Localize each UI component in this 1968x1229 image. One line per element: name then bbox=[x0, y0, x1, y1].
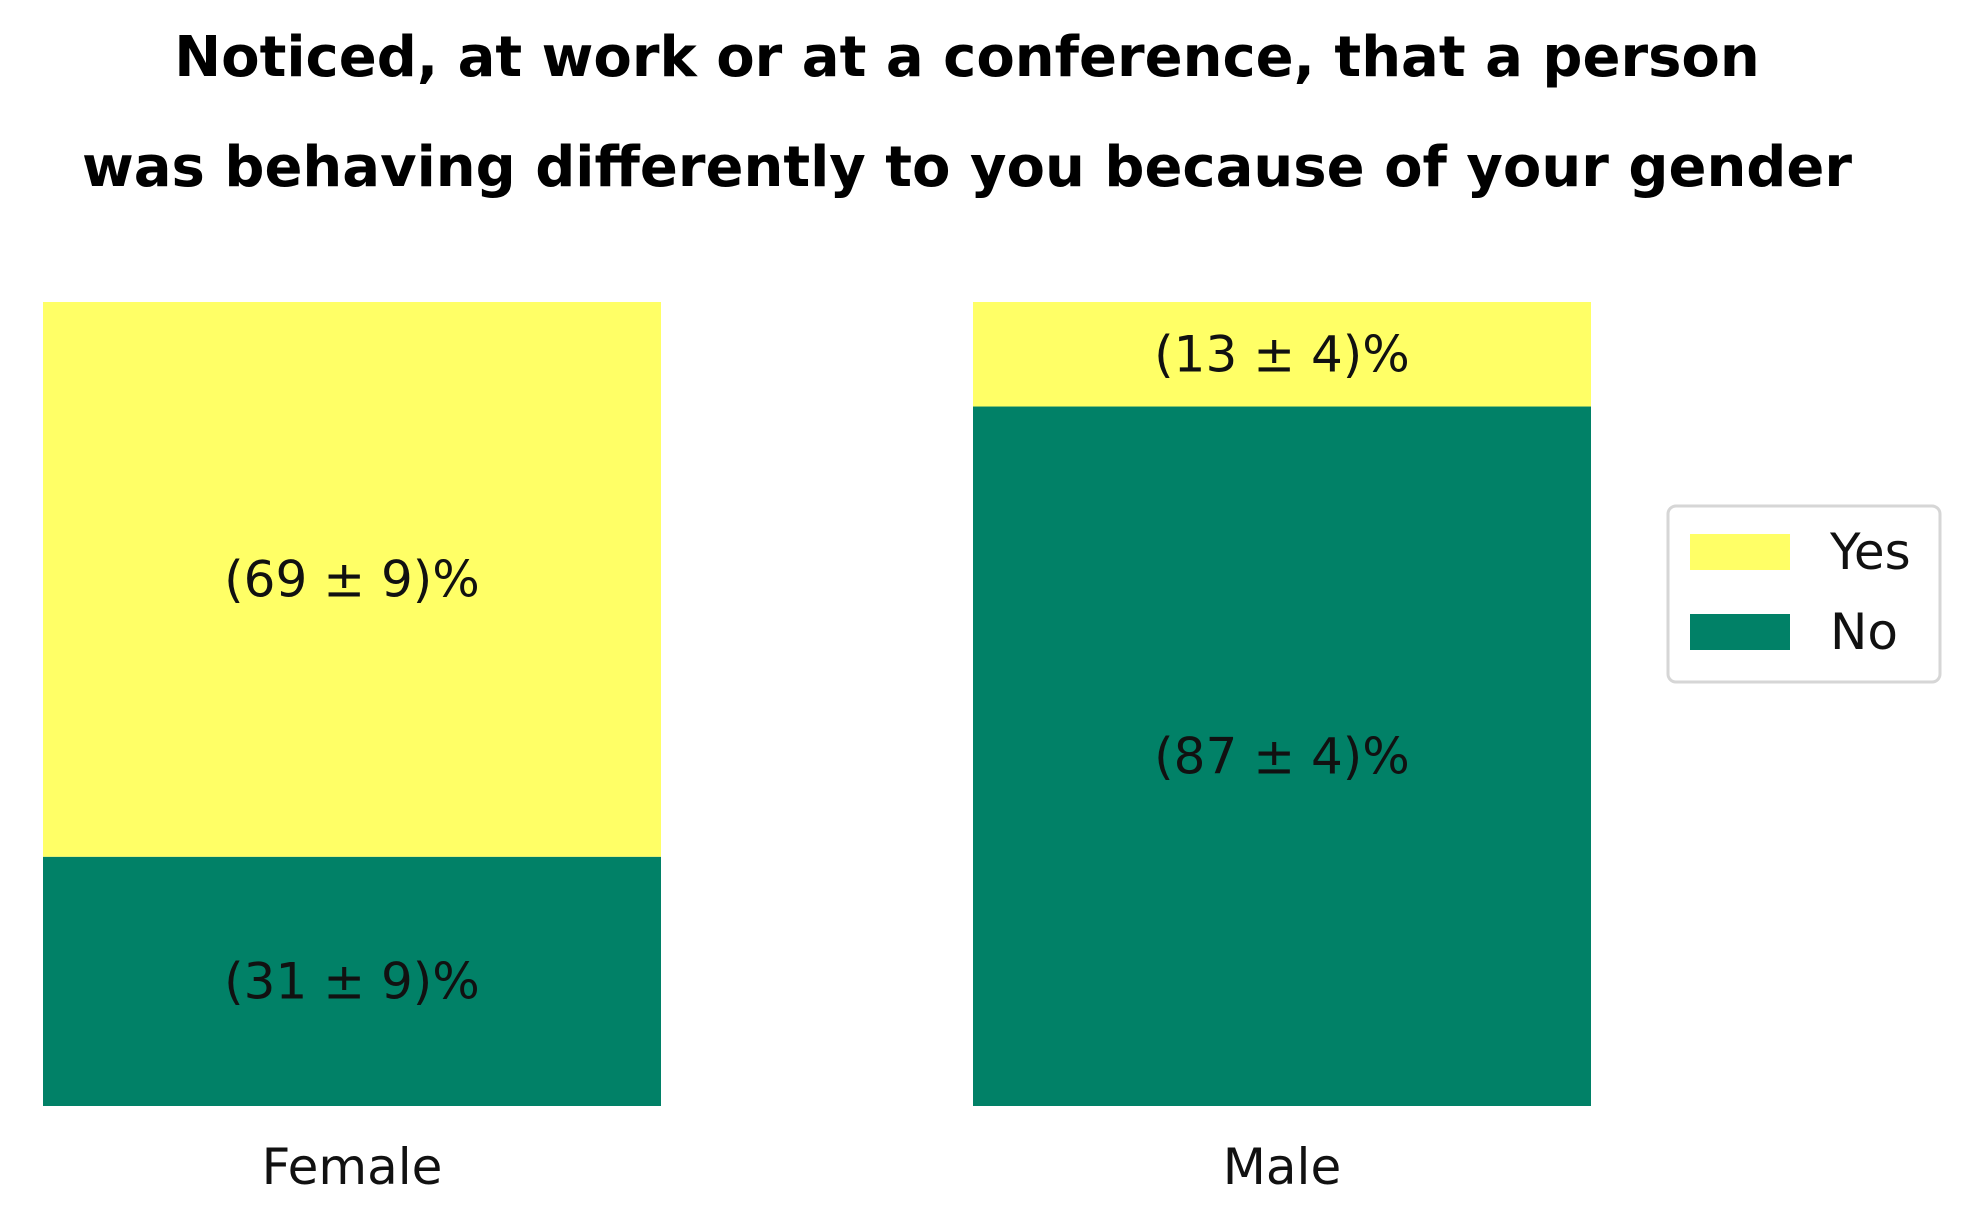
bar-male-no bbox=[973, 406, 1591, 1106]
bar-female-no bbox=[43, 856, 661, 1106]
chart-title-line-1: Noticed, at work or at a conference, tha… bbox=[174, 25, 1760, 90]
data-label-male-no: (87 ± 4)% bbox=[1154, 727, 1410, 785]
tick-label-female: Female bbox=[262, 1138, 443, 1196]
data-label-female-yes: (69 ± 9)% bbox=[224, 550, 480, 608]
legend: Yes No bbox=[1666, 504, 1942, 684]
legend-label-yes: Yes bbox=[1829, 523, 1911, 581]
legend-swatch-no bbox=[1690, 614, 1790, 650]
legend-label-no: No bbox=[1830, 603, 1898, 661]
chart-title-line-2: was behaving differently to you because … bbox=[82, 135, 1852, 200]
bar-male-yes bbox=[973, 302, 1591, 407]
bar-female-yes bbox=[43, 302, 661, 857]
data-label-female-no: (31 ± 9)% bbox=[224, 952, 480, 1010]
data-label-male-yes: (13 ± 4)% bbox=[1154, 325, 1410, 383]
plot-area: (31 ± 9)% (69 ± 9)% Female (87 ± 4)% (13 ± 4… bbox=[43, 302, 1591, 1196]
tick-label-male: Male bbox=[1223, 1138, 1341, 1196]
legend-swatch-yes bbox=[1690, 534, 1790, 570]
